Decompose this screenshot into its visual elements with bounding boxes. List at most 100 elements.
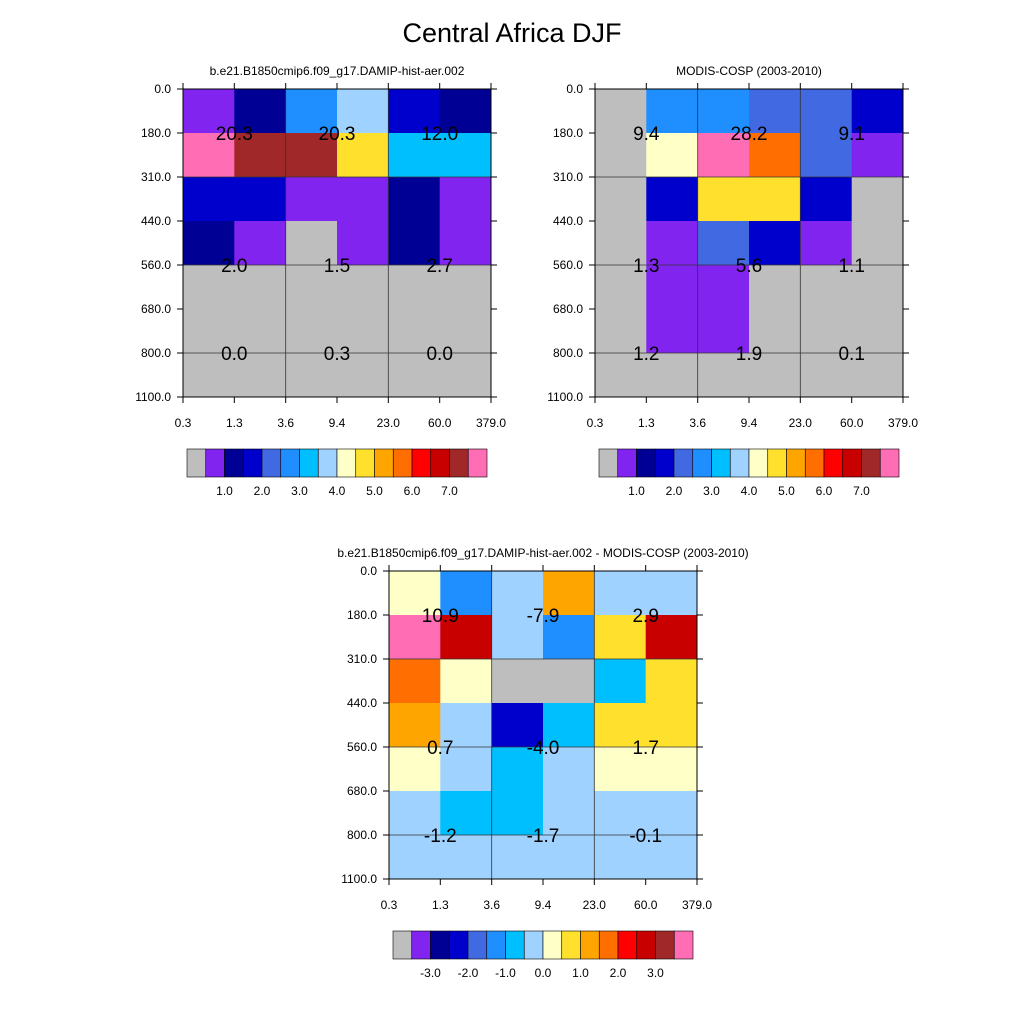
y-tick-label: 680.0 [553,302,583,316]
colorbar-swatch [430,930,450,960]
y-tick-label: 310.0 [553,170,583,184]
y-tick-label: 440.0 [553,214,583,228]
colorbar-swatch [748,448,769,478]
colorbar-label: 3.0 [647,966,664,980]
colorbar-swatch [673,448,694,478]
colorbar-swatch [561,930,581,960]
heatmap-cell [851,353,904,398]
heatmap-cell [440,571,493,616]
colorbar-label: 3.0 [291,484,308,498]
cell-value-label: 20.3 [319,124,356,145]
heatmap-cell [337,89,389,134]
heatmap-cell [646,265,699,310]
heatmap-cell [491,659,544,704]
heatmap-cell [645,615,698,660]
y-tick-label: 180.0 [141,126,171,140]
heatmap-cell [594,835,647,880]
colorbar-label: 4.0 [741,484,758,498]
colorbar-swatch [823,448,844,478]
heatmap-cell [285,309,338,354]
cell-value-label: 0.3 [324,344,350,365]
heatmap-cell [183,353,235,398]
panel-title: MODIS-COSP (2003-2010) [676,64,822,78]
heatmap-cell [440,703,493,748]
heatmap-cell [388,221,441,266]
colorbar-swatch [280,448,300,478]
heatmap-cell [183,89,235,134]
heatmap-cell [594,615,647,660]
heatmap-cell [234,133,287,178]
heatmap-cell [234,309,287,354]
heatmap-cell [749,221,801,266]
colorbar-swatch [355,448,375,478]
x-tick-label: 379.0 [682,898,712,912]
heatmap-cell [337,265,389,310]
colorbar-swatch [186,448,207,478]
heatmap-cell [285,221,338,266]
colorbar-swatch [861,448,881,478]
heatmap-cell [234,353,287,398]
heatmap-cell [646,221,699,266]
cell-value-label: 10.9 [422,606,459,627]
heatmap-cell [595,221,647,266]
heatmap-cell [439,133,492,178]
heatmap-cell [697,309,750,354]
y-tick-label: 310.0 [141,170,171,184]
heatmap-cell [851,133,904,178]
cell-value-label: 20.3 [216,124,253,145]
x-tick-label: 9.4 [741,416,758,430]
colorbar-swatch [374,448,394,478]
heatmap-cell [388,353,441,398]
heatmap-cell [440,615,493,660]
colorbar-swatch [842,448,862,478]
heatmap-cell [749,89,801,134]
y-tick-label: 1100.0 [135,390,171,404]
heatmap-cell [491,747,544,792]
colorbar-swatch [598,930,619,960]
y-tick-label: 1100.0 [547,390,583,404]
colorbar-label: 5.0 [366,484,383,498]
cell-value-label: 2.9 [632,606,658,627]
heatmap-cell [645,703,698,748]
colorbar-label: 6.0 [404,484,421,498]
heatmap-cell [285,133,338,178]
heatmap-cell [285,353,338,398]
colorbar: -3.0 -2.0 -1.0 0.0 1.0 2.0 3.0 [392,930,694,980]
colorbar-swatch [767,448,787,478]
y-tick-label: 180.0 [347,608,377,622]
x-tick-label: 3.6 [277,416,294,430]
colorbar-swatch [729,448,750,478]
cell-value-label: 1.3 [633,256,659,277]
heatmap-cell [697,265,750,310]
y-tick-label: 800.0 [141,346,171,360]
x-tick-label: 1.3 [226,416,243,430]
y-tick-label: 560.0 [553,258,583,272]
colorbar-swatch [617,448,637,478]
heatmap-cell [389,615,441,660]
colorbar-swatch [467,448,488,478]
colorbar-swatch [317,448,338,478]
colorbar-swatch [523,930,544,960]
panel-title: b.e21.B1850cmip6.f09_g17.DAMIP-hist-aer.… [210,64,465,78]
x-tick-label: 379.0 [888,416,918,430]
heatmap-cell [646,133,699,178]
x-tick-label: 9.4 [535,898,552,912]
heatmap-cell [595,133,647,178]
heatmap-cell [337,133,389,178]
heatmap-cell [439,221,492,266]
colorbar-label: 2.0 [254,484,271,498]
heatmap-cell [234,221,287,266]
heatmap-cell [285,265,338,310]
colorbar-label: 5.0 [778,484,795,498]
cell-value-label: 1.5 [324,256,350,277]
heatmap-cell [594,571,647,616]
heatmap-cell [439,177,492,222]
heatmap-cell [851,89,904,134]
heatmap-cell [234,89,287,134]
heatmap-cell [337,177,389,222]
heatmap-cell [234,177,287,222]
colorbar-label: -2.0 [458,966,479,980]
colorbar-swatch [673,930,694,960]
cell-value-label: 12.0 [421,124,458,145]
